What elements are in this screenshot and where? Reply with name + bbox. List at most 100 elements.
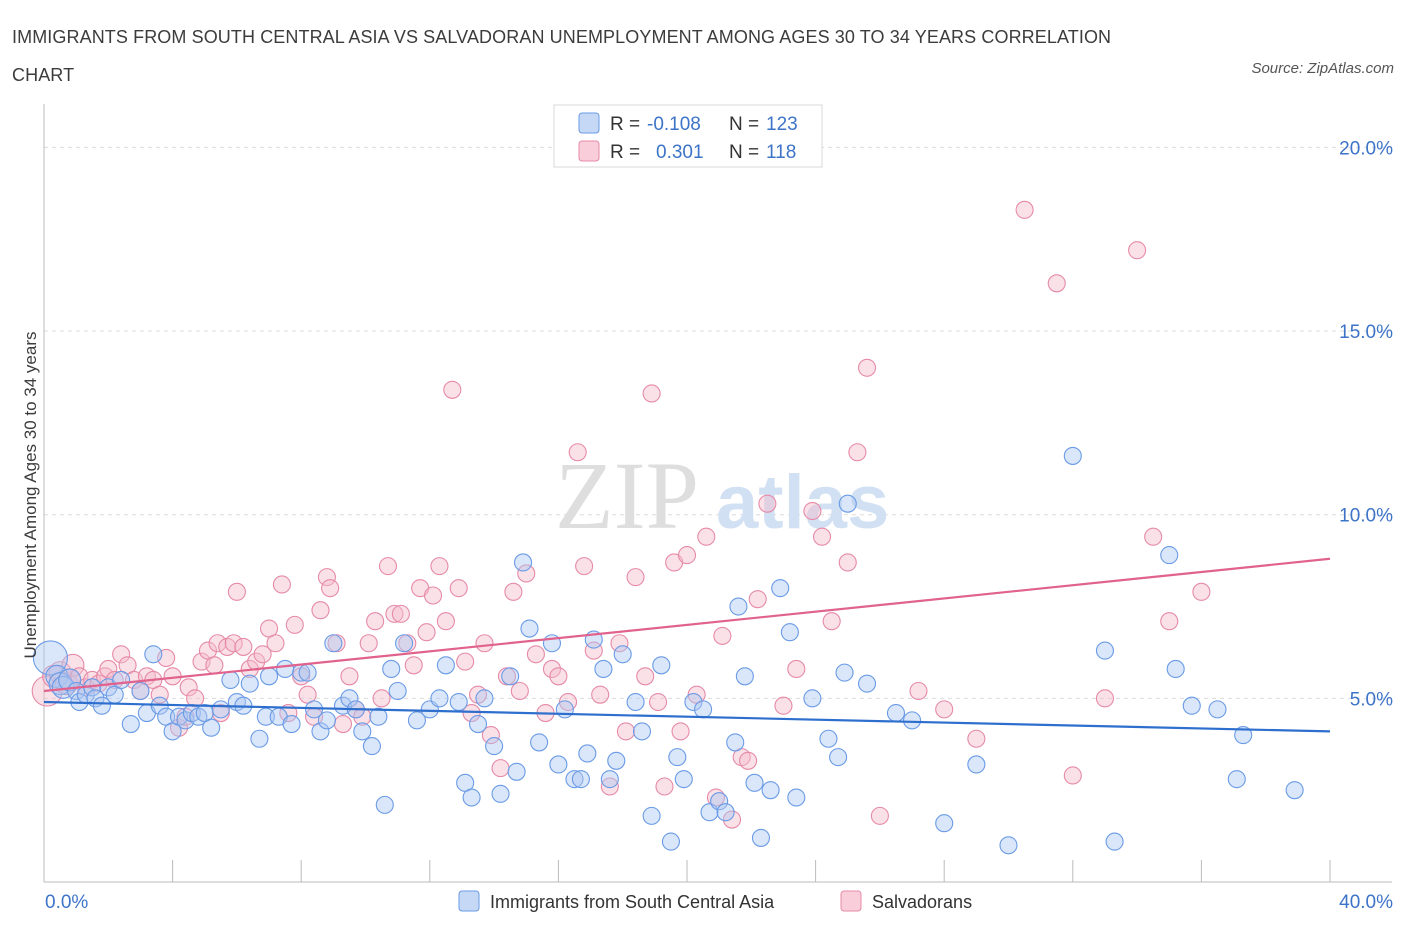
data-point	[276, 659, 295, 679]
data-point	[510, 681, 529, 701]
data-point	[1160, 546, 1179, 565]
data-point	[317, 711, 336, 730]
data-point	[1234, 726, 1253, 745]
data-point	[462, 788, 481, 807]
data-point	[600, 777, 619, 796]
data-point	[1227, 770, 1246, 789]
legend-n-value-pink: 118	[766, 142, 796, 163]
data-point	[578, 744, 597, 763]
data-point	[272, 575, 291, 594]
data-point	[1105, 832, 1124, 851]
data-point	[388, 681, 407, 701]
data-point	[626, 568, 645, 587]
data-point	[333, 715, 353, 734]
data-point	[513, 553, 533, 572]
data-point	[935, 700, 954, 719]
data-point	[803, 689, 822, 708]
data-point	[224, 634, 243, 653]
data-point	[391, 604, 410, 623]
tick-labels: 5.0% 10.0% 15.0% 20.0% 0.0% 40.0%	[45, 138, 1393, 913]
data-point	[362, 737, 381, 756]
data-point	[710, 792, 729, 811]
data-point	[321, 579, 340, 598]
data-point	[378, 557, 398, 576]
data-point	[610, 634, 629, 653]
data-point	[774, 696, 793, 715]
data-point	[285, 615, 304, 634]
data-point	[751, 828, 770, 847]
data-point	[661, 832, 680, 851]
data-point	[526, 645, 545, 664]
data-point	[481, 726, 500, 745]
data-point	[202, 718, 221, 737]
data-point	[1192, 582, 1211, 601]
data-point	[542, 659, 562, 679]
data-point	[549, 667, 568, 686]
data-point	[340, 667, 359, 686]
data-point	[353, 722, 372, 741]
data-point	[722, 810, 742, 829]
data-point	[694, 700, 713, 719]
data-point	[504, 582, 523, 601]
data-point	[1285, 781, 1304, 800]
data-point	[366, 612, 385, 631]
data-point	[1063, 446, 1082, 465]
data-point	[485, 737, 504, 756]
data-point	[1208, 700, 1227, 719]
data-point	[144, 645, 163, 664]
y-tick-label: 5.0%	[1350, 689, 1393, 710]
data-point	[456, 652, 475, 671]
data-point	[684, 692, 703, 712]
legend-r-label-blue: R =	[610, 114, 640, 135]
data-point	[121, 715, 140, 734]
data-point	[616, 722, 635, 741]
data-point	[652, 656, 671, 675]
data-point	[227, 582, 246, 601]
data-point	[208, 634, 227, 653]
data-point	[668, 748, 687, 767]
trend-lines	[43, 557, 1331, 733]
watermark-zip: ZIP	[555, 442, 699, 549]
data-point	[967, 755, 986, 774]
data-point	[697, 527, 716, 546]
data-point	[565, 770, 584, 789]
data-point	[491, 759, 510, 778]
data-point	[311, 722, 330, 741]
legend-r-value-blue: -0.108	[647, 114, 701, 135]
series-south-central-asia	[32, 446, 1304, 855]
legend-bottom: Immigrants from South Central Asia Salva…	[458, 890, 972, 912]
data-point	[594, 659, 613, 679]
data-point	[430, 557, 449, 576]
data-point	[131, 681, 150, 701]
data-point	[1182, 696, 1201, 715]
data-point	[935, 814, 954, 833]
data-point	[436, 656, 455, 675]
source-label: Source: ZipAtlas.com	[1251, 60, 1394, 77]
data-point	[298, 663, 317, 682]
data-point	[395, 634, 414, 653]
data-point	[475, 689, 494, 708]
data-point	[311, 601, 330, 620]
data-point	[1160, 612, 1179, 631]
data-point	[600, 770, 619, 789]
legend-n-label-blue: N =	[729, 114, 759, 135]
data-point	[613, 645, 632, 664]
data-point	[186, 689, 205, 708]
data-point	[517, 564, 536, 583]
data-point	[256, 707, 275, 726]
data-point	[829, 748, 848, 767]
data-point	[671, 722, 690, 741]
data-point	[677, 546, 697, 565]
watermark: ZIP atlas	[555, 442, 889, 549]
data-point	[787, 788, 806, 807]
data-point	[221, 670, 240, 690]
data-point	[761, 781, 780, 800]
data-point	[745, 773, 764, 792]
data-point	[250, 729, 269, 748]
data-point	[726, 733, 745, 752]
data-point	[549, 755, 568, 774]
data-point	[449, 692, 468, 712]
x-tick-label: 40.0%	[1339, 892, 1393, 913]
data-point	[607, 751, 626, 770]
data-point	[902, 711, 922, 730]
